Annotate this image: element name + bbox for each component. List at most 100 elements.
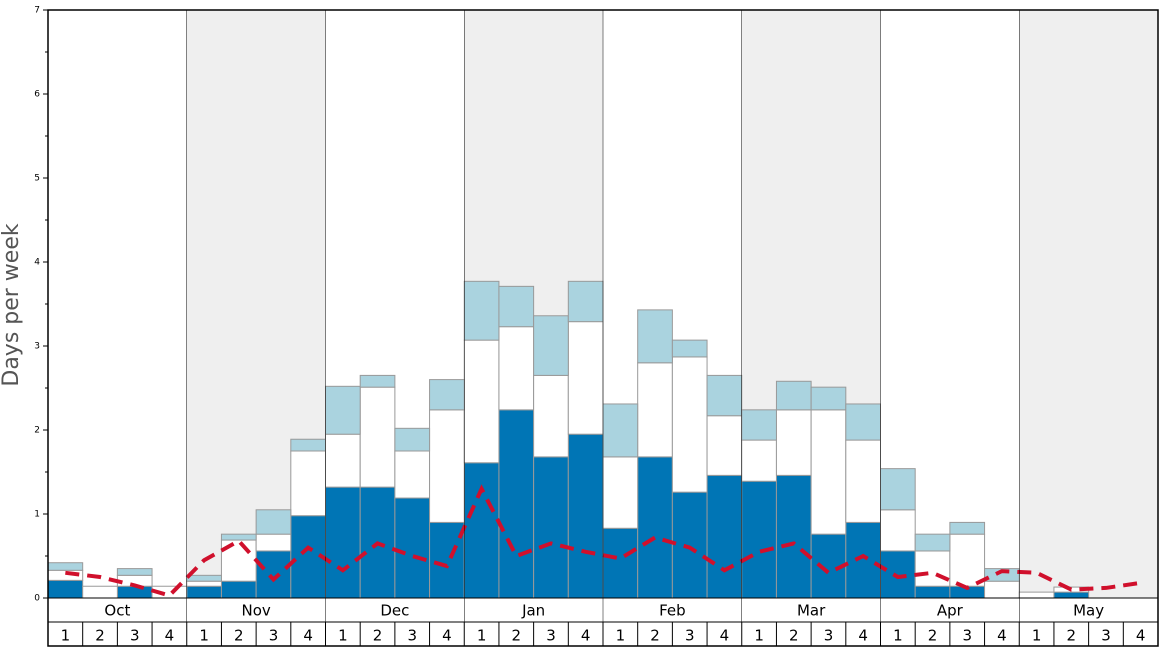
bar-segment <box>290 438 326 452</box>
bar-segment <box>880 550 916 599</box>
bar-segment <box>498 409 535 599</box>
bar-segment <box>949 533 986 587</box>
month-label: Dec <box>380 602 409 620</box>
bar-segment <box>567 433 604 599</box>
month-band <box>1019 10 1158 598</box>
bar-segment <box>533 456 569 599</box>
bar-segment <box>429 379 465 411</box>
bar-segment <box>775 380 812 411</box>
x-tick-label: 1 <box>754 627 764 645</box>
bar-segment <box>116 568 153 576</box>
bar-segment <box>706 374 743 417</box>
x-tick-label: 3 <box>824 627 834 645</box>
y-tick-label: 3 <box>34 342 40 352</box>
bar-segment <box>186 585 222 599</box>
x-tick-label: 2 <box>373 627 383 645</box>
bar-segment <box>914 550 951 587</box>
bar-segment <box>567 280 604 323</box>
bar-segment <box>741 409 777 441</box>
x-tick-label: 2 <box>95 627 105 645</box>
x-tick-label: 3 <box>407 627 417 645</box>
bar-segment <box>880 468 916 511</box>
bar-segment <box>706 415 743 476</box>
month-label: Mar <box>797 602 826 620</box>
bar-segment <box>671 356 708 493</box>
bar-segment <box>429 409 465 523</box>
bar-segment <box>914 585 951 599</box>
bar-segment <box>47 579 84 599</box>
bar-segment <box>567 321 604 435</box>
bar-segment <box>741 480 777 599</box>
bar-segment <box>810 409 847 535</box>
bar-segment <box>325 433 361 488</box>
bar-segment <box>359 374 396 388</box>
x-tick-label: 4 <box>1136 627 1146 645</box>
bar-segment <box>498 285 535 328</box>
bar-segment <box>949 521 986 535</box>
bar-segment <box>463 280 500 341</box>
x-tick-label: 4 <box>581 627 591 645</box>
bar-segment <box>1018 591 1055 599</box>
bar-segment <box>741 439 777 482</box>
x-tick-label: 2 <box>234 627 244 645</box>
bar-segment <box>116 585 153 599</box>
bar-segment <box>255 550 292 599</box>
x-tick-label: 1 <box>1032 627 1042 645</box>
bar-segment <box>602 527 639 599</box>
bar-segment <box>220 533 257 541</box>
y-tick-label: 0 <box>34 594 40 604</box>
bar-segment <box>845 521 881 599</box>
bar-segment <box>394 450 431 499</box>
x-tick-label: 3 <box>962 627 972 645</box>
bar-segment <box>810 386 847 411</box>
bar-segment <box>775 409 812 476</box>
x-tick-label: 1 <box>477 627 487 645</box>
month-label: Oct <box>104 602 130 620</box>
x-tick-label: 3 <box>1101 627 1111 645</box>
bar-segment <box>220 580 257 599</box>
x-tick-label: 2 <box>650 627 660 645</box>
bar-segment <box>602 403 639 458</box>
x-tick-label: 4 <box>303 627 313 645</box>
x-tick-label: 2 <box>789 627 799 645</box>
bar-segment <box>775 474 812 599</box>
x-tick-label: 4 <box>997 627 1007 645</box>
y-tick-label: 1 <box>34 510 40 520</box>
bar-segment <box>463 462 500 599</box>
x-tick-label: 2 <box>928 627 938 645</box>
x-tick-label: 3 <box>685 627 695 645</box>
y-tick-label: 6 <box>34 90 40 100</box>
bar-segment <box>359 386 396 488</box>
bar-segment <box>429 521 465 599</box>
bar-segment <box>984 580 1020 599</box>
y-tick-label: 5 <box>34 174 40 184</box>
bar-segment <box>82 585 118 599</box>
x-tick-label: 3 <box>130 627 140 645</box>
bar-segment <box>186 580 222 587</box>
bar-segment <box>533 374 569 458</box>
y-tick-label: 2 <box>34 426 40 436</box>
bar-segment <box>255 533 292 552</box>
bar-segment <box>394 497 431 599</box>
month-label: Jan <box>521 602 545 620</box>
month-label: Apr <box>937 602 964 620</box>
x-tick-label: 3 <box>546 627 556 645</box>
bar-segment <box>671 491 708 599</box>
bar-segment <box>394 427 431 452</box>
bar-segment <box>637 362 673 458</box>
month-label: Nov <box>241 602 270 620</box>
bar-segment <box>1053 591 1090 599</box>
bar-segment <box>845 439 881 523</box>
bar-segment <box>186 574 222 582</box>
bar-segment <box>47 562 84 571</box>
bar-segment <box>880 509 916 552</box>
x-tick-label: 1 <box>338 627 348 645</box>
x-tick-label: 1 <box>61 627 71 645</box>
x-tick-label: 1 <box>199 627 209 645</box>
y-axis-label: Days per week <box>0 223 24 386</box>
bar-segment <box>637 309 673 364</box>
x-tick-label: 4 <box>720 627 730 645</box>
x-tick-label: 1 <box>893 627 903 645</box>
x-tick-label: 4 <box>165 627 175 645</box>
